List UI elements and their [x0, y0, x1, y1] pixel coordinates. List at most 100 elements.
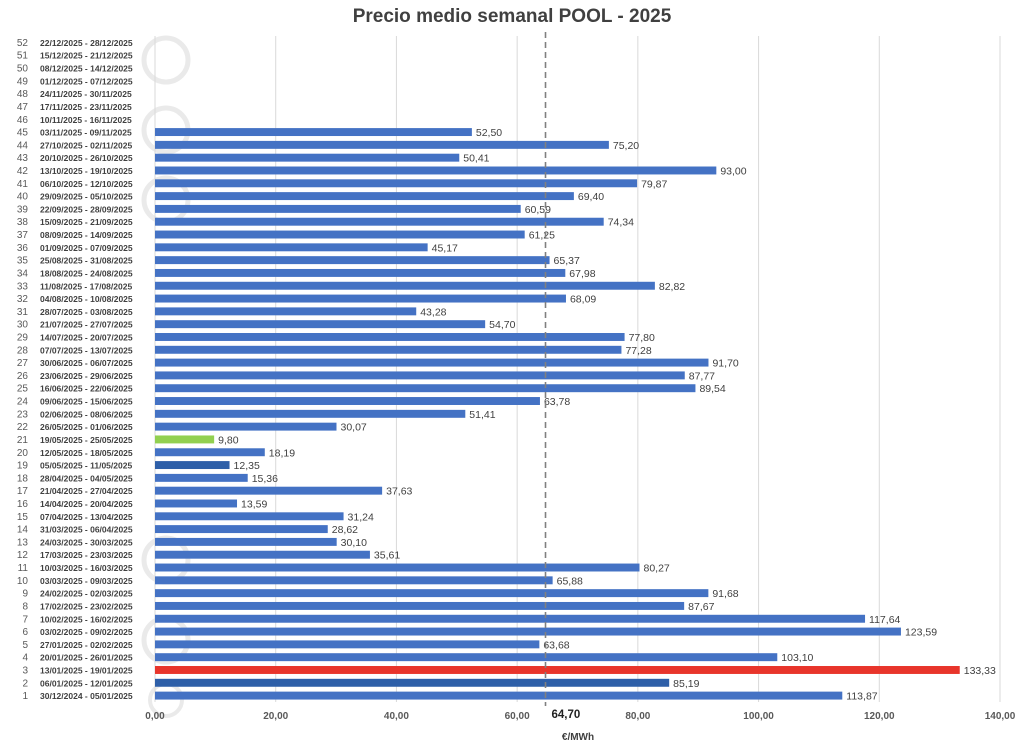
week-range-label: 15/09/2025 - 21/09/2025 — [40, 217, 133, 227]
bar-week-43 — [155, 153, 460, 162]
week-number-label: 17 — [17, 486, 29, 497]
week-number-label: 26 — [17, 371, 29, 382]
week-number-label: 19 — [17, 461, 29, 472]
bar-week-2 — [155, 678, 670, 687]
data-label: 87,67 — [688, 601, 714, 613]
week-range-label: 07/04/2025 - 13/04/2025 — [40, 512, 133, 522]
bar-week-25 — [155, 384, 696, 393]
week-number-label: 46 — [17, 115, 29, 126]
data-label: 30,10 — [341, 537, 367, 549]
week-range-label: 15/12/2025 - 21/12/2025 — [40, 51, 133, 61]
data-label: 65,37 — [554, 255, 580, 267]
week-number-label: 28 — [17, 345, 29, 356]
week-range-label: 01/09/2025 - 07/09/2025 — [40, 243, 133, 253]
bar-week-8 — [155, 601, 685, 610]
week-number-label: 45 — [17, 128, 29, 139]
week-number-label: 12 — [17, 550, 29, 561]
week-range-label: 09/06/2025 - 15/06/2025 — [40, 397, 133, 407]
data-label: 91,70 — [712, 358, 738, 370]
bar-week-9 — [155, 589, 709, 598]
week-range-label: 21/07/2025 - 27/07/2025 — [40, 320, 133, 330]
data-label: 80,27 — [643, 563, 669, 575]
data-label: 18,19 — [269, 447, 295, 459]
week-range-label: 28/07/2025 - 03/08/2025 — [40, 307, 133, 317]
week-range-label: 02/06/2025 - 08/06/2025 — [40, 409, 133, 419]
week-number-label: 51 — [17, 51, 29, 62]
week-number-label: 52 — [17, 38, 29, 49]
data-label: 15,36 — [252, 473, 278, 485]
week-range-label: 29/09/2025 - 05/10/2025 — [40, 192, 133, 202]
bar-week-40 — [155, 192, 574, 201]
week-number-label: 48 — [17, 89, 29, 100]
week-range-label: 07/07/2025 - 13/07/2025 — [40, 345, 133, 355]
week-number-label: 14 — [17, 525, 29, 536]
week-range-label: 24/11/2025 - 30/11/2025 — [40, 89, 132, 99]
bar-week-27 — [155, 358, 709, 367]
week-number-label: 38 — [17, 217, 29, 228]
week-range-label: 24/03/2025 - 30/03/2025 — [40, 537, 133, 547]
bar-week-37 — [155, 230, 525, 239]
week-range-label: 20/10/2025 - 26/10/2025 — [40, 153, 133, 163]
chart-title: Precio medio semanal POOL - 2025 — [353, 6, 672, 27]
bar-week-24 — [155, 397, 540, 405]
data-label: 113,87 — [846, 691, 877, 703]
data-label: 30,07 — [340, 422, 366, 434]
week-range-label: 30/06/2025 - 06/07/2025 — [40, 358, 133, 368]
bar-week-14 — [155, 525, 328, 534]
week-number-label: 1 — [22, 691, 28, 702]
week-number-label: 33 — [17, 281, 29, 292]
x-tick-label: 140,00 — [985, 711, 1016, 722]
week-range-label: 16/06/2025 - 22/06/2025 — [40, 384, 133, 394]
week-number-label: 15 — [17, 512, 29, 523]
week-number-label: 10 — [17, 576, 29, 587]
bar-week-30 — [155, 320, 486, 329]
week-number-label: 13 — [17, 537, 29, 548]
bar-week-35 — [155, 256, 550, 265]
x-axis-title: €/MWh — [562, 732, 594, 743]
week-range-label: 05/05/2025 - 11/05/2025 — [40, 461, 132, 471]
week-number-label: 24 — [17, 397, 29, 408]
week-number-label: 34 — [17, 268, 29, 279]
bar-week-26 — [155, 371, 685, 380]
week-number-label: 30 — [17, 320, 29, 331]
week-number-label: 25 — [17, 384, 29, 395]
bar-week-16 — [155, 499, 238, 508]
bar-week-29 — [155, 333, 625, 341]
week-number-label: 7 — [22, 614, 28, 625]
week-range-label: 17/11/2025 - 23/11/2025 — [40, 102, 132, 112]
week-range-label: 13/10/2025 - 19/10/2025 — [40, 166, 133, 176]
week-number-label: 40 — [17, 192, 29, 203]
bar-week-22 — [155, 422, 337, 431]
week-number-label: 49 — [17, 76, 29, 87]
bar-week-11 — [155, 563, 640, 572]
bar-week-10 — [155, 576, 553, 585]
data-label: 91,68 — [712, 588, 738, 600]
week-number-label: 6 — [22, 627, 28, 638]
bar-week-20 — [155, 448, 265, 457]
week-range-label: 08/09/2025 - 14/09/2025 — [40, 230, 133, 240]
data-label: 52,50 — [476, 127, 502, 139]
data-label: 63,68 — [543, 639, 569, 651]
week-range-label: 12/05/2025 - 18/05/2025 — [40, 448, 133, 458]
week-number-label: 50 — [17, 64, 29, 75]
week-range-label: 10/02/2025 - 16/02/2025 — [40, 614, 133, 624]
week-number-label: 5 — [22, 640, 28, 651]
week-number-label: 22 — [17, 422, 29, 433]
bar-week-21 — [155, 435, 215, 444]
data-label: 67,98 — [569, 268, 595, 280]
week-range-label: 06/01/2025 - 12/01/2025 — [40, 678, 133, 688]
data-label: 61,25 — [529, 230, 555, 242]
week-range-label: 30/12/2024 - 05/01/2025 — [40, 691, 133, 701]
data-label: 77,80 — [629, 332, 655, 344]
bar-week-39 — [155, 204, 521, 213]
week-number-label: 27 — [17, 358, 29, 369]
week-number-label: 32 — [17, 294, 29, 305]
week-number-label: 3 — [22, 665, 28, 676]
week-range-label: 22/12/2025 - 28/12/2025 — [40, 38, 133, 48]
x-tick-label: 40,00 — [384, 711, 409, 722]
week-range-label: 25/08/2025 - 31/08/2025 — [40, 256, 133, 266]
data-label: 75,20 — [613, 140, 639, 152]
x-tick-label: 20,00 — [263, 711, 288, 722]
data-label: 77,28 — [625, 345, 651, 357]
